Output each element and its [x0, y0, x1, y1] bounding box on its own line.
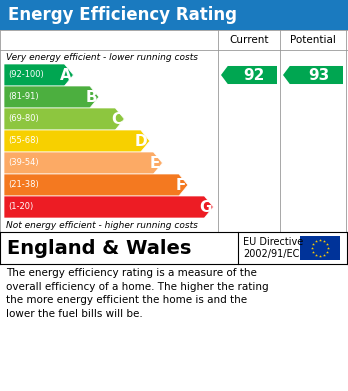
Polygon shape — [4, 174, 188, 196]
Text: (69-80): (69-80) — [8, 115, 39, 124]
Text: B: B — [85, 90, 97, 104]
Polygon shape — [4, 196, 213, 218]
Text: Potential: Potential — [290, 35, 336, 45]
Text: 92: 92 — [244, 68, 265, 83]
Text: 93: 93 — [308, 68, 329, 83]
Polygon shape — [4, 64, 73, 86]
Polygon shape — [4, 108, 124, 130]
Text: (92-100): (92-100) — [8, 70, 44, 79]
Text: (21-38): (21-38) — [8, 181, 39, 190]
Bar — [0, 232, 348, 264]
Text: F: F — [175, 178, 186, 192]
Text: A: A — [60, 68, 71, 83]
Text: Not energy efficient - higher running costs: Not energy efficient - higher running co… — [6, 221, 198, 230]
Text: EU Directive
2002/91/EC: EU Directive 2002/91/EC — [243, 237, 303, 259]
Polygon shape — [283, 66, 343, 84]
Text: (81-91): (81-91) — [8, 93, 39, 102]
Text: Very energy efficient - lower running costs: Very energy efficient - lower running co… — [6, 52, 198, 61]
Text: G: G — [199, 199, 211, 215]
Text: C: C — [111, 111, 122, 127]
Text: (1-20): (1-20) — [8, 203, 33, 212]
Text: Current: Current — [229, 35, 269, 45]
Polygon shape — [4, 130, 150, 152]
Polygon shape — [221, 66, 277, 84]
Text: E: E — [150, 156, 160, 170]
Polygon shape — [4, 152, 163, 174]
Text: England & Wales: England & Wales — [7, 239, 191, 258]
Text: Energy Efficiency Rating: Energy Efficiency Rating — [8, 6, 237, 24]
Bar — [0, 0, 348, 30]
Text: (55-68): (55-68) — [8, 136, 39, 145]
Text: The energy efficiency rating is a measure of the
overall efficiency of a home. T: The energy efficiency rating is a measur… — [6, 268, 269, 319]
Polygon shape — [4, 86, 99, 108]
Text: D: D — [135, 133, 148, 149]
Text: (39-54): (39-54) — [8, 158, 39, 167]
Bar — [300, 236, 340, 260]
